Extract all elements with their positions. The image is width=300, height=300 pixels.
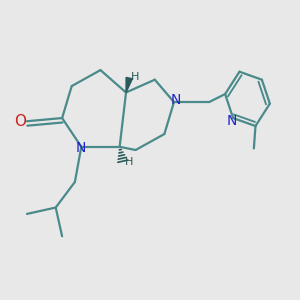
Text: N: N	[170, 94, 181, 107]
Text: H: H	[125, 157, 134, 167]
Text: H: H	[131, 72, 139, 82]
Text: O: O	[14, 114, 26, 129]
Text: N: N	[226, 114, 237, 128]
Text: N: N	[76, 141, 86, 155]
Polygon shape	[126, 77, 132, 92]
